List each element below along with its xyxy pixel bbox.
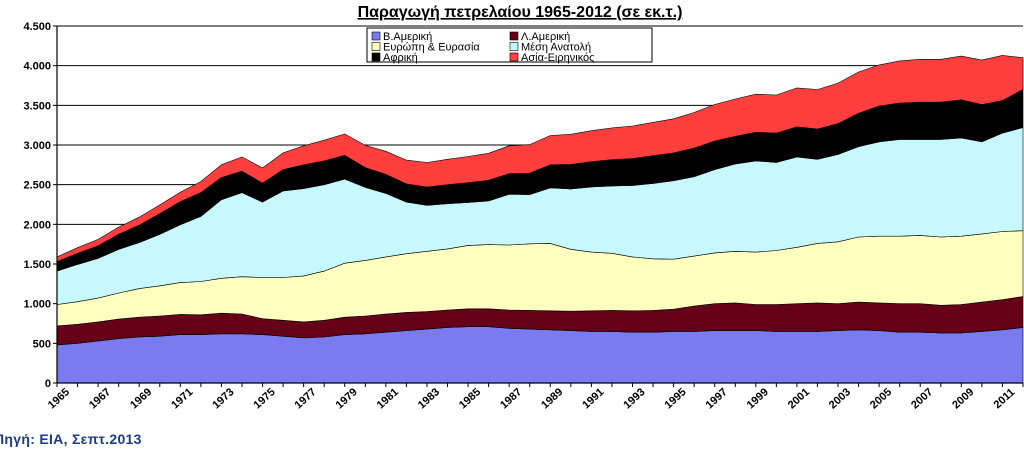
y-tick-label: 1.500 — [23, 259, 51, 271]
x-tick-label: 1975 — [251, 386, 277, 411]
axes — [53, 25, 1024, 387]
legend-label: Μέση Ανατολή — [521, 42, 591, 54]
x-tick-label: 1997 — [704, 386, 730, 411]
y-tick-label: 2.000 — [23, 219, 51, 231]
x-tick-label: 1981 — [375, 386, 401, 411]
x-tick-label: 2007 — [909, 386, 935, 411]
x-tick-label: 1993 — [621, 386, 647, 411]
x-tick-label: 2005 — [868, 386, 894, 411]
x-tick-label: 1971 — [169, 386, 195, 411]
y-tick-label: 500 — [33, 338, 51, 350]
x-tick-label: 2001 — [786, 386, 812, 411]
x-tick-label: 2009 — [950, 386, 976, 411]
legend-label: Αφρική — [383, 52, 418, 64]
y-tick-label: 2.500 — [23, 180, 51, 192]
area-series-6 — [56, 55, 1024, 263]
y-tick-label: 1.000 — [23, 299, 51, 311]
legend-box — [366, 27, 653, 63]
x-tick-label: 1999 — [745, 386, 771, 411]
x-tick-labels: 1965 1967 1969 1971 1973 1975 1977 1979 1981 1983… — [46, 386, 1017, 411]
legend-swatch — [371, 31, 381, 41]
legend-swatch — [509, 31, 519, 41]
x-tick-label: 1969 — [128, 386, 154, 411]
x-tick-label: 1991 — [580, 386, 606, 411]
legend-swatch — [509, 52, 519, 62]
y-tick-label: 0 — [45, 378, 51, 390]
x-tick-label: 2003 — [827, 386, 853, 411]
legend-swatch — [371, 42, 381, 51]
chart-title-background — [318, 1, 722, 22]
x-tick-label: 1967 — [87, 386, 113, 411]
y-tick-labels: 0 500 1.000 1.500 2.000 2.500 3.000 3.500 4.000 4… — [23, 21, 51, 390]
legend-label: Β.Αμερική — [383, 31, 432, 43]
legend-label: Λ.Αμερική — [521, 31, 570, 43]
legend-label: Ασία-Ειρηνικός — [521, 52, 594, 64]
x-tick-label: 1983 — [416, 386, 442, 411]
x-tick-label: 1985 — [457, 386, 483, 411]
x-tick-label: 1987 — [498, 386, 524, 411]
chart-title: Παραγωγή πετρελαίου 1965-2012 (σε εκ.τ.) — [358, 4, 683, 21]
y-tick-label: 3.000 — [23, 140, 51, 152]
x-tick-label: 1973 — [210, 386, 236, 411]
legend-swatch — [371, 52, 381, 62]
y-tick-label: 4.000 — [23, 61, 51, 73]
x-tick-label: 1979 — [334, 386, 360, 411]
area-series-1 — [56, 326, 1024, 384]
x-tick-label: 1977 — [293, 386, 319, 411]
y-tick-label: 4.500 — [23, 21, 51, 33]
x-tick-label: 1989 — [539, 386, 565, 411]
chart-title-group: Παραγωγή πετρελαίου 1965-2012 (σε εκ.τ.) — [318, 1, 722, 22]
area-series — [56, 55, 1024, 384]
legend-label: Ευρώπη & Ευρασία — [383, 42, 480, 54]
legend: Β.Αμερική Λ.Αμερική Ευρώπη & Ευρασία Μέση Α… — [366, 27, 653, 64]
y-tick-label: 3.500 — [23, 100, 51, 112]
x-tick-label: 1995 — [662, 386, 688, 411]
x-tick-label: 2011 — [992, 386, 1018, 411]
source-note: Πηγή: ΕΙΑ, Σεπτ.2013 — [0, 431, 142, 447]
legend-swatch — [509, 42, 519, 51]
